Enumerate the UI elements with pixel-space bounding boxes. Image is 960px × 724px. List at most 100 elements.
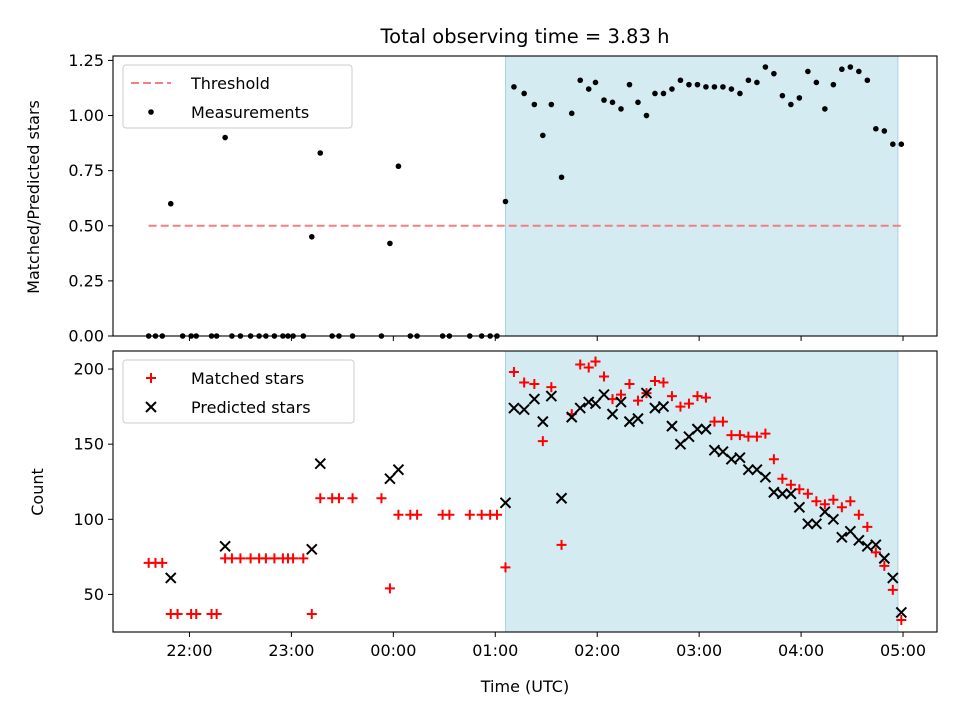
data-point (392, 464, 405, 476)
data-point (558, 174, 565, 181)
data-point (657, 400, 670, 413)
data-point (737, 90, 743, 97)
data-point (717, 416, 728, 427)
data-point (709, 416, 720, 427)
legend-swatch (145, 401, 157, 413)
data-point (819, 499, 830, 510)
y-tick-label: 150 (73, 435, 104, 454)
bottom-y-axis-label: Count (28, 468, 47, 516)
data-point (537, 436, 548, 447)
data-point (887, 572, 899, 584)
data-point (677, 77, 684, 84)
data-point (802, 488, 813, 499)
data-point (771, 70, 777, 77)
data-point (306, 608, 317, 619)
y-tick-label: 50 (84, 585, 104, 604)
data-point (606, 408, 619, 420)
data-point (590, 356, 601, 367)
data-point (529, 379, 540, 390)
y-tick-label: 0.75 (68, 161, 104, 180)
y-tick-label: 0.50 (68, 216, 104, 235)
legend-label: Matched stars (191, 369, 304, 388)
data-point (796, 95, 803, 101)
data-point (760, 428, 771, 439)
data-point (306, 543, 318, 556)
data-point (609, 99, 616, 106)
data-point (623, 415, 636, 428)
data-point (502, 198, 509, 205)
legend-swatch (148, 109, 154, 115)
data-point (491, 509, 502, 520)
data-point (518, 403, 530, 416)
y-tick-label: 0.00 (68, 327, 104, 346)
data-point (615, 389, 626, 400)
data-point (172, 608, 183, 619)
data-point (785, 488, 797, 500)
y-tick-label: 100 (73, 510, 104, 529)
data-point (191, 608, 202, 619)
data-point (811, 496, 822, 507)
data-point (384, 473, 396, 485)
data-point (632, 412, 644, 425)
data-point (844, 525, 857, 538)
data-point (317, 150, 324, 156)
data-point (508, 402, 520, 414)
data-point (754, 79, 760, 86)
data-point (444, 509, 455, 520)
data-point (691, 423, 704, 435)
data-point (574, 402, 586, 414)
x-tick-label: 01:00 (472, 641, 518, 660)
data-point (412, 509, 423, 520)
x-tick-label: 04:00 (778, 641, 824, 660)
data-point (802, 518, 814, 530)
data-point (556, 539, 567, 550)
data-point (499, 497, 512, 509)
data-point (762, 64, 769, 70)
data-point (589, 397, 602, 410)
data-point (810, 518, 823, 530)
data-point (387, 240, 393, 247)
data-point (864, 77, 871, 84)
data-point (652, 90, 658, 97)
data-point (776, 488, 789, 500)
data-point (566, 411, 578, 423)
data-point (847, 64, 854, 70)
data-point (599, 371, 610, 382)
observing-window-highlight (505, 351, 898, 632)
data-point (779, 92, 786, 99)
x-tick-label: 05:00 (880, 641, 926, 660)
data-point (870, 547, 881, 558)
data-point (598, 388, 610, 401)
data-point (836, 531, 848, 544)
data-point (288, 553, 299, 564)
data-point (683, 398, 694, 409)
observing-window-highlight (505, 56, 898, 336)
data-point (743, 431, 754, 442)
data-point (537, 415, 549, 428)
data-point (845, 496, 856, 507)
data-point (669, 86, 675, 92)
data-point (555, 492, 568, 504)
data-point (635, 99, 641, 106)
data-point (583, 362, 594, 373)
data-point (686, 81, 692, 88)
plot-frame (112, 55, 938, 337)
data-point (226, 553, 237, 564)
data-point (269, 553, 280, 564)
data-point (585, 86, 592, 92)
series-predicted-stars (165, 387, 908, 619)
data-point (347, 493, 358, 504)
legend-label: Measurements (191, 103, 309, 122)
data-point (219, 540, 231, 553)
y-tick-label: 200 (73, 360, 104, 379)
data-point (592, 79, 599, 86)
data-point (878, 552, 891, 565)
data-point (624, 379, 635, 390)
legend-box (122, 359, 355, 424)
data-point (395, 163, 402, 170)
data-point (822, 106, 828, 112)
data-point (575, 359, 586, 370)
data-point (500, 562, 511, 573)
